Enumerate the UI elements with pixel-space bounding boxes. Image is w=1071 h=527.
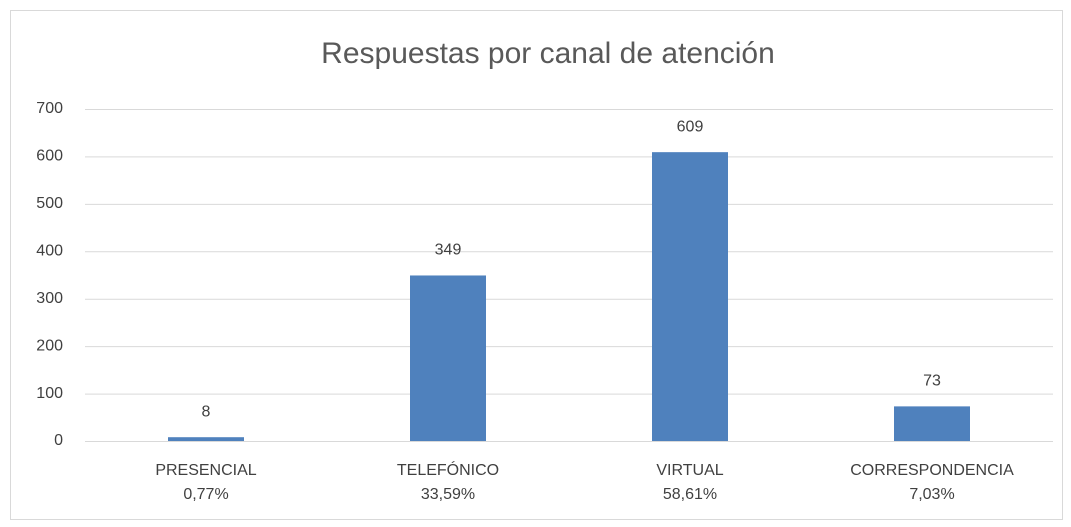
y-tick-label: 200 xyxy=(36,337,63,354)
chart-border xyxy=(10,10,1063,520)
data-label: 609 xyxy=(677,118,704,135)
data-label: 73 xyxy=(923,373,941,390)
bar xyxy=(168,437,244,441)
bar xyxy=(652,152,728,441)
bar xyxy=(410,275,486,441)
x-tick-sublabel: 7,03% xyxy=(909,486,954,503)
y-tick-label: 100 xyxy=(36,385,63,402)
y-tick-label: 300 xyxy=(36,290,63,307)
data-label: 349 xyxy=(435,242,462,259)
x-tick-label: VIRTUAL xyxy=(656,462,723,479)
y-tick-label: 0 xyxy=(54,432,63,449)
y-tick-label: 600 xyxy=(36,148,63,165)
x-tick-sublabel: 0,77% xyxy=(183,486,228,503)
chart-title: Respuestas por canal de atención xyxy=(321,37,775,70)
x-tick-sublabel: 33,59% xyxy=(421,486,475,503)
y-tick-label: 400 xyxy=(36,243,63,260)
bar xyxy=(894,406,970,441)
x-tick-label: PRESENCIAL xyxy=(155,462,256,479)
data-label: 8 xyxy=(202,403,211,420)
x-tick-sublabel: 58,61% xyxy=(663,486,717,503)
x-tick-label: CORRESPONDENCIA xyxy=(850,462,1014,479)
y-tick-label: 700 xyxy=(36,100,63,117)
y-tick-label: 500 xyxy=(36,195,63,212)
x-tick-label: TELEFÓNICO xyxy=(397,460,499,479)
